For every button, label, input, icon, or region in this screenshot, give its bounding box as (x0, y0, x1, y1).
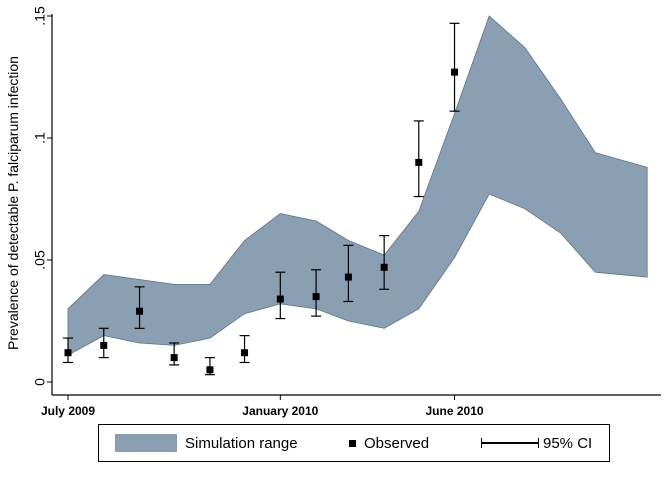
observed-point (312, 293, 320, 301)
observed-points-layer (63, 22, 460, 376)
observed-point (136, 307, 144, 315)
observed-point (380, 263, 388, 271)
legend-label-observed: Observed (364, 434, 430, 452)
y-axis-title: Prevalence of detectable P. falciparum i… (5, 56, 21, 350)
legend-label-ci: 95% CI (543, 434, 593, 452)
observed-point (276, 295, 284, 303)
legend-item-simulation: Simulation range (115, 425, 298, 461)
y-axis-title-box: Prevalence of detectable P. falciparum i… (2, 8, 24, 398)
observed-point (451, 68, 459, 76)
legend-item-ci: 95% CI (481, 425, 592, 461)
observed-point (64, 349, 72, 357)
legend-label-simulation: Simulation range (185, 434, 298, 452)
observed-point (344, 273, 352, 281)
legend-marker-observed (349, 439, 356, 447)
axes: 0 .05 .1 .15 July 2009 January 2010 June 2010 (32, 6, 661, 418)
y-tick-label: .1 (32, 132, 48, 144)
observed-point (241, 349, 249, 357)
y-tick-label: 0 (32, 378, 48, 386)
observed-point (100, 341, 108, 349)
observed-point (170, 354, 178, 362)
simulation-band (67, 15, 648, 356)
simulation-band-layer (67, 15, 648, 356)
legend-swatch-simulation (115, 434, 177, 452)
observed-point (206, 366, 214, 374)
y-tick-label: .15 (32, 6, 48, 26)
legend-marker-ci (481, 438, 539, 448)
x-tick-label: June 2010 (426, 404, 484, 418)
observed-point (415, 158, 423, 166)
legend-item-observed: Observed (349, 425, 429, 461)
legend: Simulation range Observed 95% CI (98, 424, 610, 462)
y-tick-label: .05 (32, 250, 48, 270)
x-tick-label: January 2010 (242, 404, 318, 418)
x-tick-label: July 2009 (41, 404, 95, 418)
